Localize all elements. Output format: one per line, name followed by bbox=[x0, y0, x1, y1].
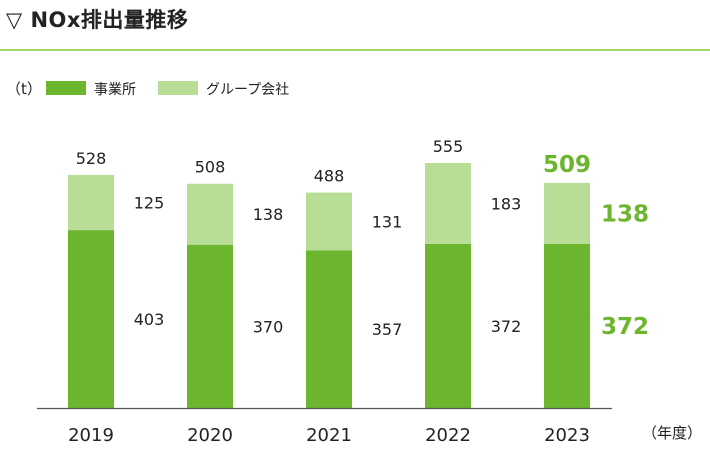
value-label-facility-2022: 372 bbox=[491, 317, 522, 336]
y-unit-label: （t） bbox=[6, 80, 42, 98]
total-label-2021: 488 bbox=[314, 167, 345, 186]
value-label-facility-2021: 357 bbox=[372, 320, 403, 339]
legend-label-group-companies: グループ会社 bbox=[206, 82, 289, 98]
bar-group-companies-2022 bbox=[425, 163, 471, 244]
bar-group-companies-2021 bbox=[306, 192, 352, 251]
value-label-group-companies-2020: 138 bbox=[253, 205, 284, 224]
x-tick-label-2022: 2022 bbox=[425, 425, 471, 446]
bar-group-companies-2019 bbox=[68, 174, 114, 231]
bar-facility-2022 bbox=[425, 243, 471, 408]
title-divider bbox=[0, 49, 710, 51]
bar-facility-2023 bbox=[544, 243, 590, 408]
chart-title: ▽ NOx排出量推移 bbox=[6, 8, 189, 32]
value-label-facility-2020: 370 bbox=[253, 317, 284, 336]
bar-facility-2020 bbox=[187, 244, 233, 408]
value-label-group-companies-2019: 125 bbox=[134, 194, 165, 213]
x-axis-tick-labels: 2019 2020 2021 2022 2023 （年度） bbox=[68, 424, 702, 446]
total-label-2023: 509 bbox=[543, 152, 591, 178]
total-label-2020: 508 bbox=[195, 158, 226, 177]
bar-group-companies-2023 bbox=[544, 182, 590, 244]
x-unit-label: （年度） bbox=[642, 424, 702, 442]
bar-area: 403 125 528 370 138 508 357 131 488 372 183 555 372 1… bbox=[68, 137, 649, 408]
legend-swatch-facility bbox=[46, 81, 86, 95]
value-label-facility-2023: 372 bbox=[601, 314, 649, 340]
x-tick-label-2020: 2020 bbox=[187, 425, 233, 446]
legend-label-facility: 事業所 bbox=[94, 82, 136, 98]
x-tick-label-2023: 2023 bbox=[544, 425, 590, 446]
bar-facility-2019 bbox=[68, 230, 114, 408]
legend-swatch-group-companies bbox=[158, 81, 198, 95]
legend: （t） 事業所 グループ会社 bbox=[6, 80, 289, 98]
total-label-2019: 528 bbox=[76, 149, 107, 168]
value-label-group-companies-2022: 183 bbox=[491, 194, 522, 213]
value-label-group-companies-2023: 138 bbox=[601, 201, 649, 227]
bar-facility-2021 bbox=[306, 250, 352, 408]
total-label-2022: 555 bbox=[433, 137, 464, 156]
value-label-group-companies-2021: 131 bbox=[372, 212, 403, 231]
x-tick-label-2019: 2019 bbox=[68, 425, 114, 446]
value-label-facility-2019: 403 bbox=[134, 310, 165, 329]
x-tick-label-2021: 2021 bbox=[306, 425, 352, 446]
bar-group-companies-2020 bbox=[187, 183, 233, 245]
